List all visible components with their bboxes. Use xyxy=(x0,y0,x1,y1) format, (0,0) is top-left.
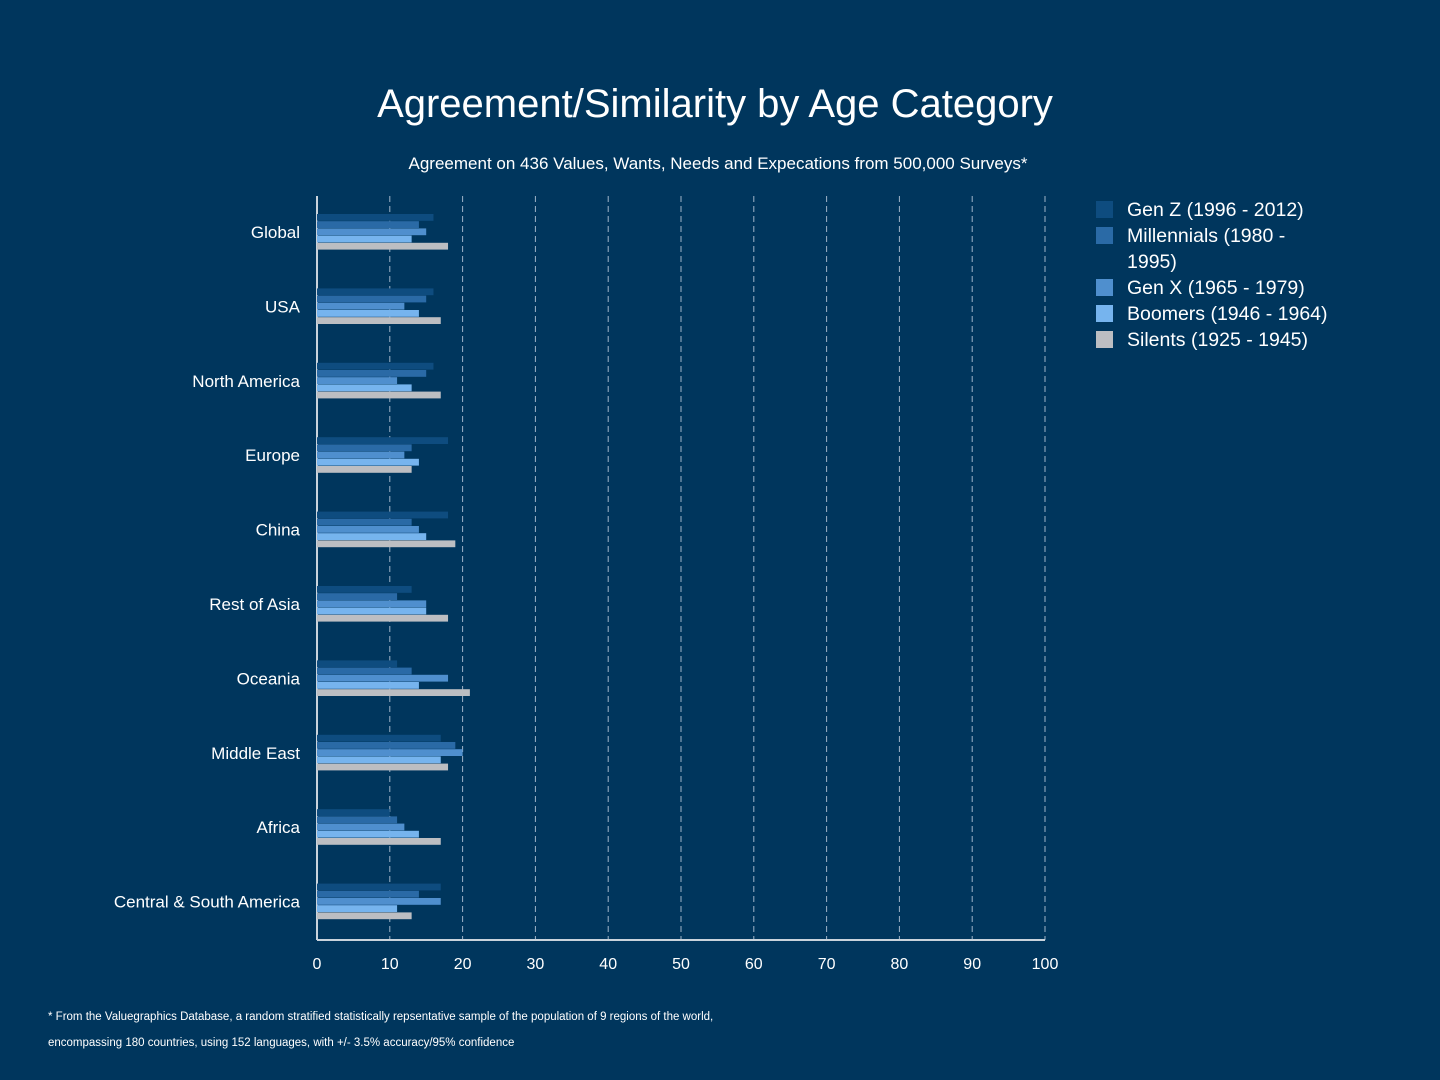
footnote-line-1: * From the Valuegraphics Database, a ran… xyxy=(48,1011,714,1023)
bar xyxy=(317,235,412,243)
legend-label: Millennials (1980 - 1995) xyxy=(1127,225,1286,273)
bar xyxy=(317,295,427,303)
bar xyxy=(317,689,470,696)
bar xyxy=(317,756,441,764)
bar xyxy=(317,742,456,749)
legend-swatch-millennials xyxy=(1096,227,1113,244)
bar xyxy=(317,384,412,392)
bar xyxy=(317,905,398,912)
bar xyxy=(317,749,463,756)
bar xyxy=(317,518,412,526)
bar xyxy=(317,898,441,905)
legend: Gen Z (1996 - 2012) Millennials (1980 - … xyxy=(1096,197,1336,353)
category-label: North America xyxy=(192,372,300,391)
legend-swatch-silents xyxy=(1096,331,1113,348)
x-tick-label: 70 xyxy=(818,956,836,973)
x-tick-label: 100 xyxy=(1032,956,1059,973)
bar xyxy=(317,540,456,548)
x-tick-label: 50 xyxy=(672,956,690,973)
bar xyxy=(317,288,434,296)
legend-swatch-gen-z xyxy=(1096,201,1113,218)
bar xyxy=(317,451,405,459)
category-label: USA xyxy=(265,297,301,316)
bar xyxy=(317,391,441,399)
legend-label: Silents (1925 - 1945) xyxy=(1127,329,1309,351)
bar xyxy=(317,830,419,838)
bar xyxy=(317,302,405,310)
legend-item-silents[interactable]: Silents (1925 - 1945) xyxy=(1096,327,1336,353)
bar xyxy=(317,310,419,317)
x-tick-label: 40 xyxy=(599,956,617,973)
bar xyxy=(317,228,427,236)
bar xyxy=(317,823,405,831)
x-tick-label: 90 xyxy=(963,956,981,973)
footnote-line-2: encompassing 180 countries, using 152 la… xyxy=(48,1037,515,1049)
bar xyxy=(317,607,427,615)
bar xyxy=(317,362,434,370)
legend-item-gen-x[interactable]: Gen X (1965 - 1979) xyxy=(1096,275,1336,301)
bar xyxy=(317,444,412,452)
bar xyxy=(317,809,390,816)
legend-label: Gen X (1965 - 1979) xyxy=(1127,277,1305,299)
legend-swatch-gen-x xyxy=(1096,279,1113,296)
legend-label: Boomers (1946 - 1964) xyxy=(1127,303,1328,325)
bar xyxy=(317,890,419,898)
legend-item-boomers[interactable]: Boomers (1946 - 1964) xyxy=(1096,301,1336,327)
x-tick-label: 30 xyxy=(527,956,545,973)
bar xyxy=(317,593,398,600)
category-label: Global xyxy=(251,223,300,242)
bar xyxy=(317,526,419,533)
bar xyxy=(317,660,398,668)
legend-item-gen-z[interactable]: Gen Z (1996 - 2012) xyxy=(1096,197,1336,223)
bar xyxy=(317,221,419,228)
bar xyxy=(317,377,398,384)
bar xyxy=(317,437,449,444)
category-label: Africa xyxy=(257,818,301,837)
x-tick-label: 0 xyxy=(313,956,322,973)
category-label: Rest of Asia xyxy=(209,595,300,614)
chart-subtitle: Agreement on 436 Values, Wants, Needs an… xyxy=(408,154,1028,173)
bar xyxy=(317,370,427,377)
legend-label: Gen Z (1996 - 2012) xyxy=(1127,199,1304,221)
bar xyxy=(317,734,441,742)
bar xyxy=(317,883,441,891)
chart-title: Agreement/Similarity by Age Category xyxy=(377,82,1053,126)
legend-swatch-boomers xyxy=(1096,305,1113,322)
bar xyxy=(317,317,441,324)
bar xyxy=(317,242,449,250)
bar xyxy=(317,614,449,622)
bar xyxy=(317,511,449,519)
bar xyxy=(317,816,398,824)
bar xyxy=(317,682,419,689)
x-tick-label: 20 xyxy=(454,956,472,973)
bar xyxy=(317,586,412,593)
bar xyxy=(317,466,412,473)
category-label: Middle East xyxy=(211,744,300,763)
bar xyxy=(317,674,449,682)
bar xyxy=(317,600,427,608)
category-label: Oceania xyxy=(237,669,301,688)
bar xyxy=(317,838,441,845)
x-tick-label: 80 xyxy=(891,956,909,973)
bar xyxy=(317,667,412,675)
bar xyxy=(317,763,449,771)
legend-item-millennials[interactable]: Millennials (1980 - 1995) xyxy=(1096,223,1336,275)
x-tick-label: 60 xyxy=(745,956,763,973)
x-tick-label: 10 xyxy=(381,956,399,973)
bar xyxy=(317,458,419,466)
bar xyxy=(317,912,412,920)
category-label: Central & South America xyxy=(114,893,301,912)
bar xyxy=(317,533,427,540)
category-label: China xyxy=(256,521,301,540)
bar xyxy=(317,214,434,221)
category-label: Europe xyxy=(245,446,300,465)
